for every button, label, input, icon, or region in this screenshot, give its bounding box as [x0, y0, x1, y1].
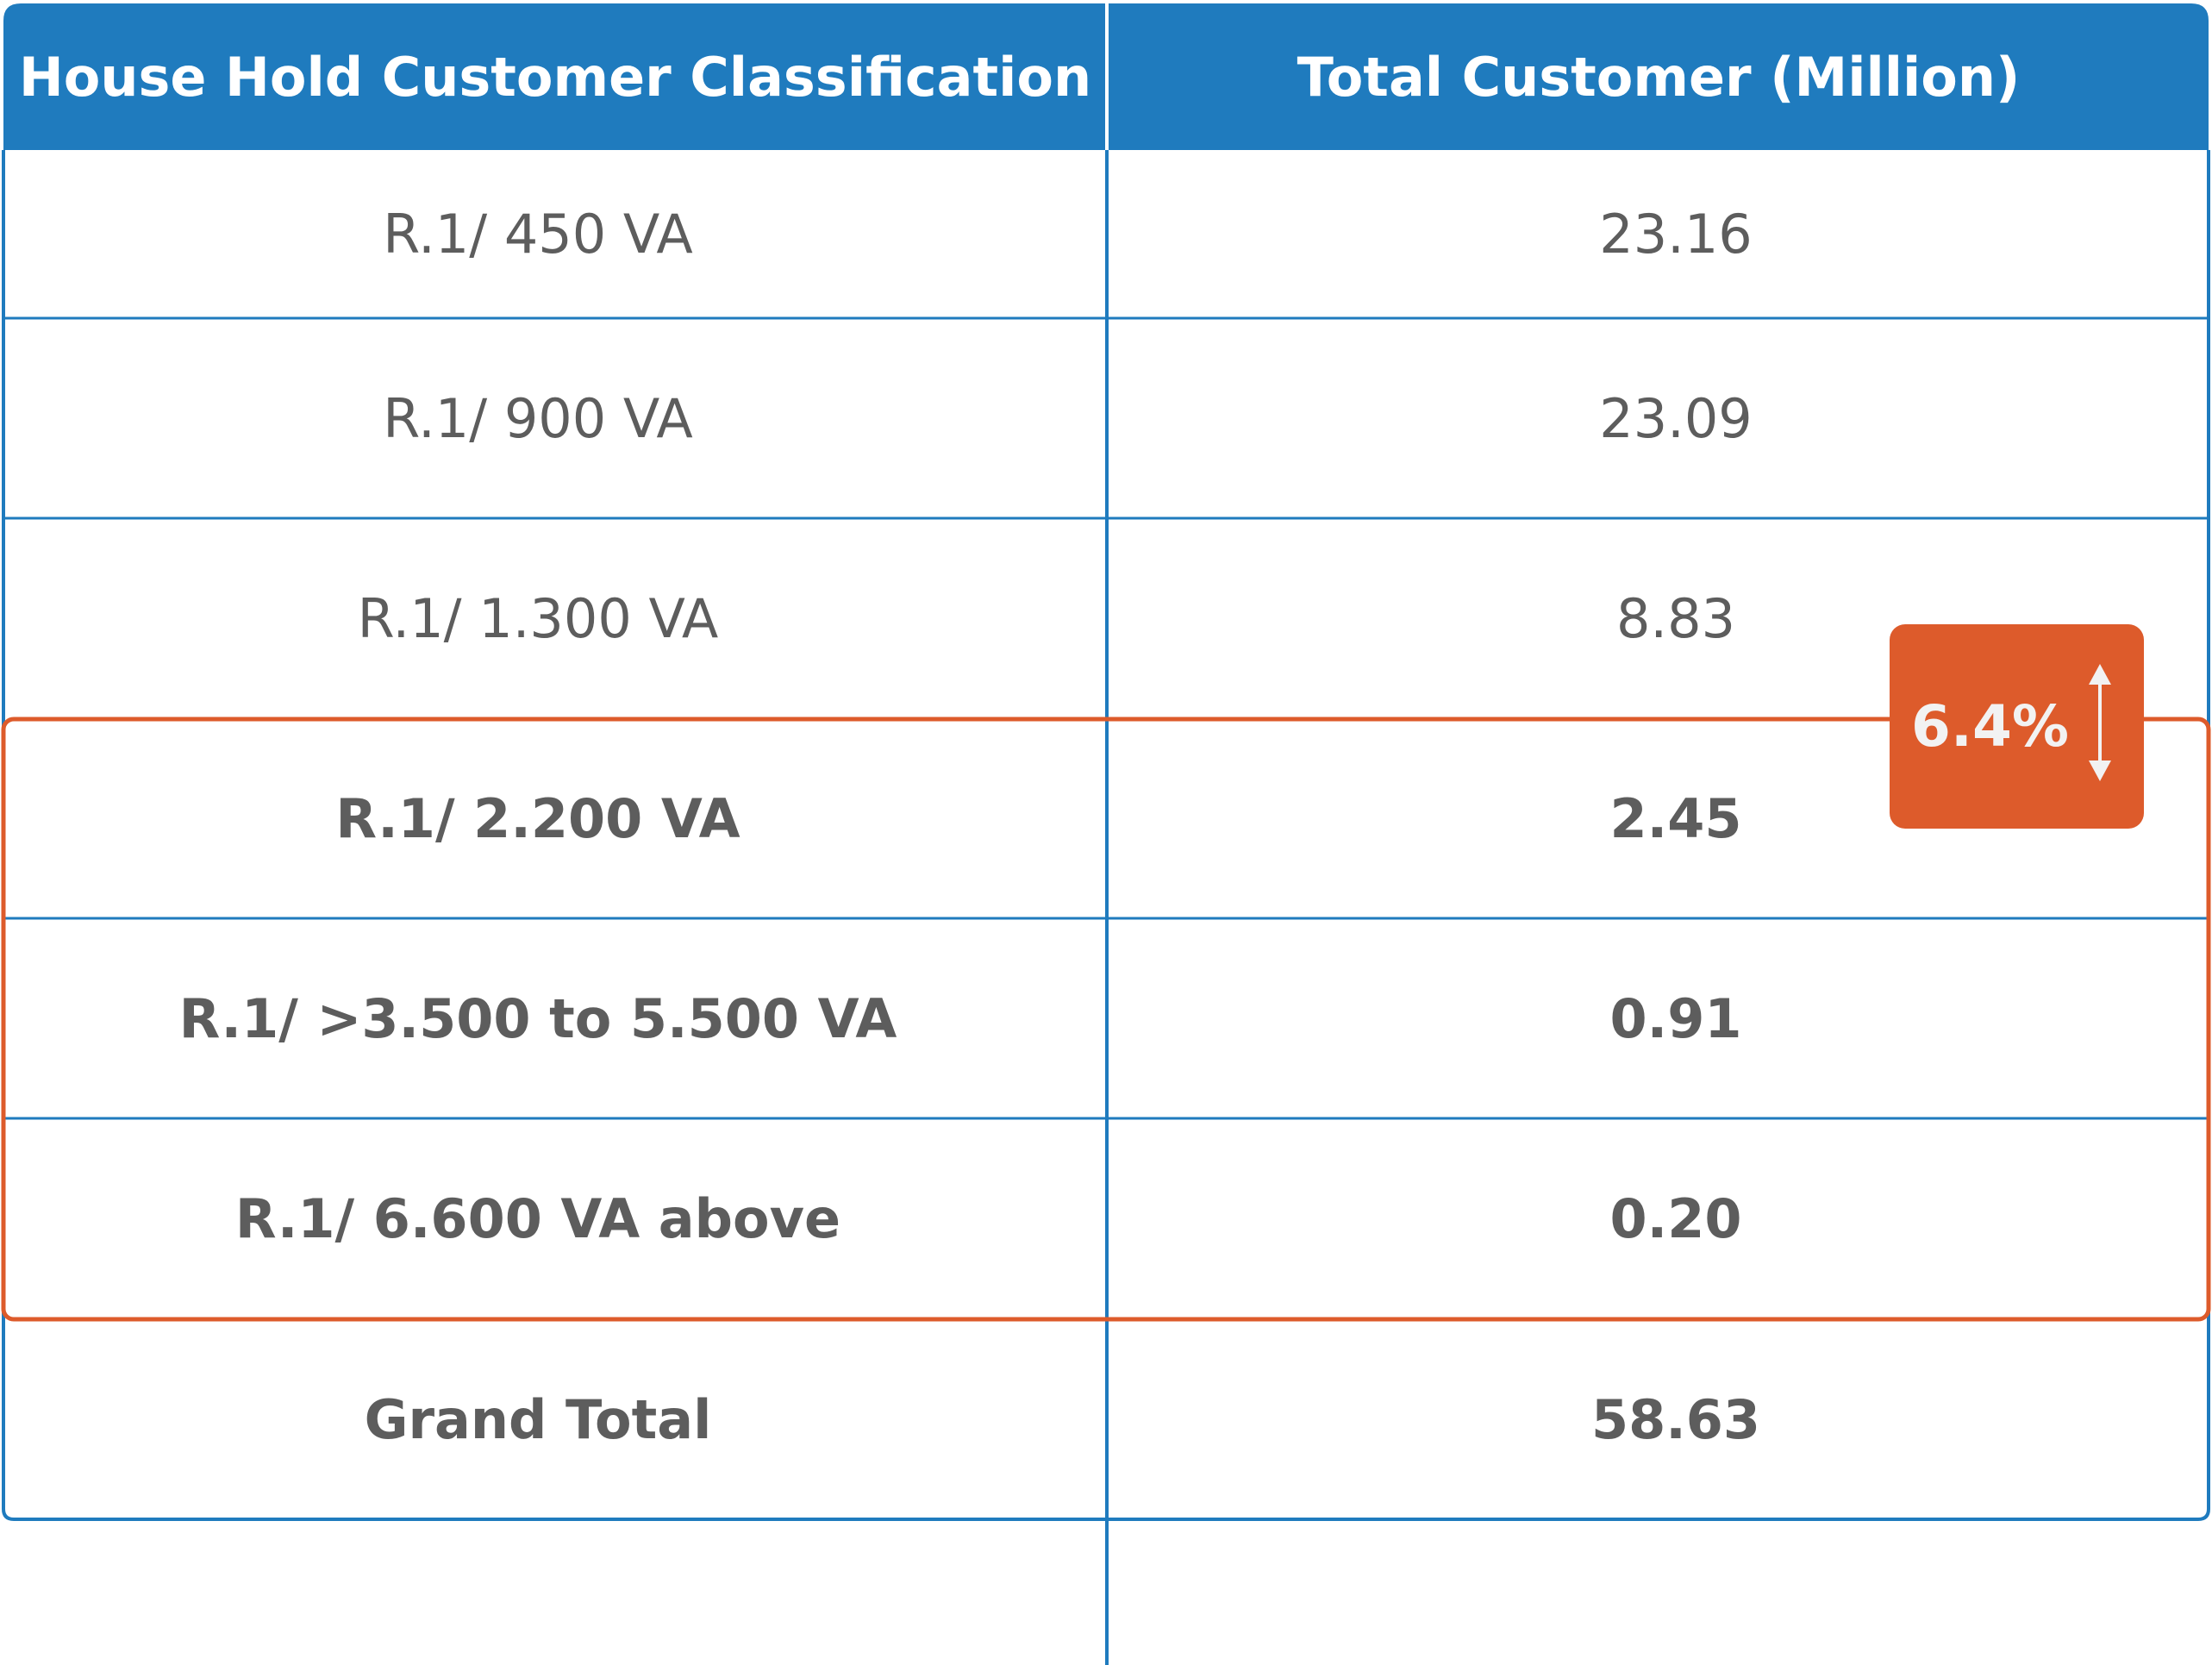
- classification-cell: R.1/ >3.500 to 5.500 VA: [178, 986, 897, 1050]
- customer-count-cell: 23.16: [1599, 203, 1753, 266]
- column-header-classification: House Hold Customer Classification: [18, 45, 1092, 109]
- classification-cell: R.1/ 6.600 VA above: [234, 1187, 841, 1250]
- highlight-box: [1, 717, 2211, 1322]
- customer-count-cell: 0.91: [1609, 986, 1742, 1050]
- classification-cell: R.1/ 900 VA: [383, 386, 693, 450]
- up-down-arrow-icon: [2089, 664, 2111, 781]
- classification-cell: R.1/ 2.200 VA: [335, 787, 740, 850]
- classification-cell: R.1/ 450 VA: [383, 203, 693, 266]
- customer-count-cell: 0.20: [1609, 1187, 1742, 1250]
- customer-count-cell: 2.45: [1609, 787, 1742, 850]
- column-header-total: Total Customer (Million): [1297, 45, 2021, 109]
- grand-total-value: 58.63: [1590, 1387, 1761, 1451]
- customer-count-cell: 23.09: [1599, 386, 1753, 450]
- percentage-text: 6.4%: [1911, 693, 2070, 760]
- grand-total-label: Grand Total: [364, 1387, 712, 1451]
- customer-count-cell: 8.83: [1615, 587, 1736, 650]
- classification-cell: R.1/ 1.300 VA: [357, 587, 719, 650]
